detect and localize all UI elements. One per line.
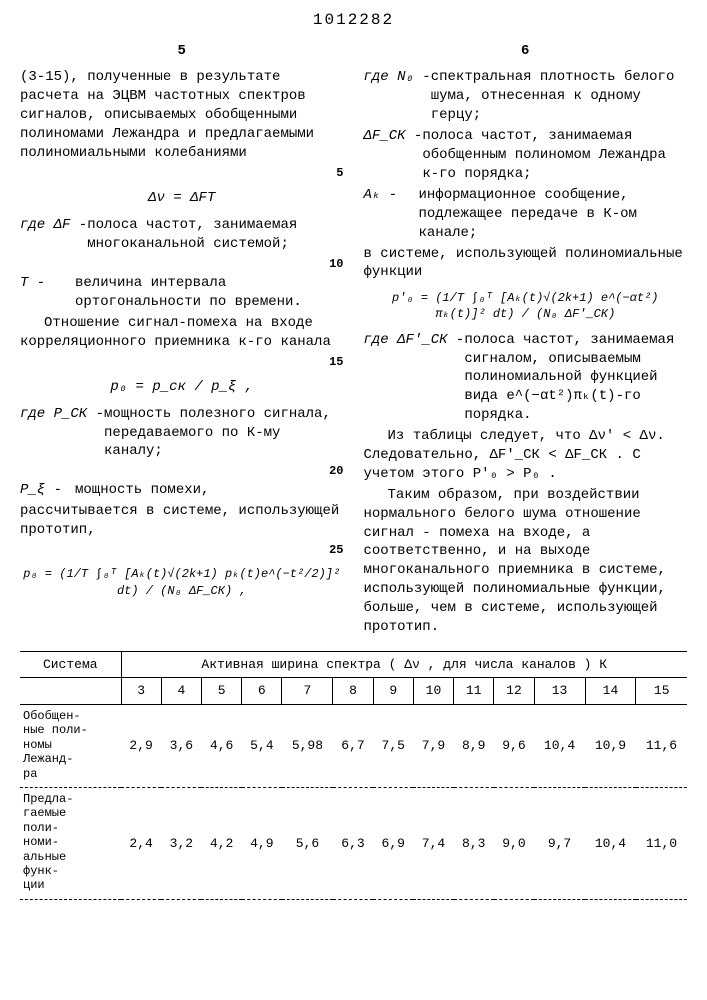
def-txt-pe: мощность помехи, bbox=[75, 481, 344, 500]
r1c4: 3,6 bbox=[161, 705, 201, 788]
col-9: 9 bbox=[373, 678, 413, 705]
col-11: 11 bbox=[454, 678, 494, 705]
left-column: 5 (3-15), полученные в результате расчет… bbox=[20, 42, 344, 639]
def-txt-ak: информационное сообщение, подлежащее пер… bbox=[419, 186, 688, 243]
col-13: 13 bbox=[534, 678, 585, 705]
r2c3: 2,4 bbox=[121, 787, 161, 899]
def-sym-t: T - bbox=[20, 274, 75, 312]
para-r1: в системе, использующей полиномиальные ф… bbox=[364, 245, 688, 283]
r2c14: 10,4 bbox=[585, 787, 636, 899]
r1c15: 11,6 bbox=[636, 705, 687, 788]
r1c6: 5,4 bbox=[242, 705, 282, 788]
def-sym-dfck2: где ΔF'_СК - bbox=[364, 331, 465, 425]
def-txt-pck: мощность полезного сигнала, передаваемог… bbox=[104, 405, 343, 462]
def-sym-pe: P_ξ - bbox=[20, 481, 75, 500]
r2c11: 8,3 bbox=[454, 787, 494, 899]
def-txt-dfck2: полоса частот, занимаемая сигналом, опис… bbox=[464, 331, 687, 425]
def-txt-n0: спектральная плотность белого шума, отне… bbox=[431, 68, 687, 125]
def-t: T - величина интервала ортогональности п… bbox=[20, 274, 344, 312]
r1c9: 7,5 bbox=[373, 705, 413, 788]
col-8: 8 bbox=[333, 678, 373, 705]
col-6: 6 bbox=[242, 678, 282, 705]
r1c11: 8,9 bbox=[454, 705, 494, 788]
line-number-20: 20 bbox=[20, 463, 344, 479]
r2c4: 3,2 bbox=[161, 787, 201, 899]
page-number-right: 6 bbox=[364, 42, 688, 61]
comparison-table: Система Активная ширина спектра ( Δν , д… bbox=[20, 651, 687, 900]
r1c3: 2,9 bbox=[121, 705, 161, 788]
formula-po-full: p₀ = (1/T ∫₀ᵀ [Aₖ(t)√(2k+1) pₖ(t)e^(−t²/… bbox=[20, 566, 344, 598]
formula-po-prime: p'₀ = (1/T ∫₀ᵀ [Aₖ(t)√(2k+1) e^(−αt²) πₖ… bbox=[364, 290, 688, 322]
def-txt-t: величина интервала ортогональности по вр… bbox=[75, 274, 344, 312]
two-column-layout: 5 (3-15), полученные в результате расчет… bbox=[20, 42, 687, 639]
row1-label: Обобщен-ные поли-номыЛежанд-ра bbox=[20, 705, 121, 788]
para-r2: Из таблицы следует, что Δν' < Δν. Следов… bbox=[364, 427, 688, 484]
formula-dv-dft: Δν = ΔFT bbox=[20, 189, 344, 208]
header-system: Система bbox=[20, 651, 121, 678]
right-column: 6 где N₀ - спектральная плотность белого… bbox=[364, 42, 688, 639]
r1c13: 10,4 bbox=[534, 705, 585, 788]
def-dfck2: где ΔF'_СК - полоса частот, занимаемая с… bbox=[364, 331, 688, 425]
col-12: 12 bbox=[494, 678, 534, 705]
def-txt-df: полоса частот, занимаемая многоканальной… bbox=[87, 216, 343, 254]
def-sym-dfck: ΔF_СК - bbox=[364, 127, 423, 184]
line-number-15: 15 bbox=[20, 354, 344, 370]
def-dfck: ΔF_СК - полоса частот, занимаемая обобще… bbox=[364, 127, 688, 184]
table-row-legendre: Обобщен-ные поли-номыЛежанд-ра 2,9 3,6 4… bbox=[20, 705, 687, 788]
para-l3: рассчитывается в системе, использующей п… bbox=[20, 502, 344, 540]
document-number: 1012282 bbox=[20, 10, 687, 32]
para-l2: Отношение сигнал-помеха на входе корреля… bbox=[20, 314, 344, 352]
col-15: 15 bbox=[636, 678, 687, 705]
r2c7: 5,6 bbox=[282, 787, 333, 899]
line-number-5: 5 bbox=[20, 165, 344, 181]
r2c13: 9,7 bbox=[534, 787, 585, 899]
def-sym-df: где ΔF - bbox=[20, 216, 87, 254]
def-txt-dfck: полоса частот, занимаемая обобщенным пол… bbox=[422, 127, 687, 184]
header-spectrum: Активная ширина спектра ( Δν , для числа… bbox=[121, 651, 687, 678]
r1c12: 9,6 bbox=[494, 705, 534, 788]
line-number-10: 10 bbox=[20, 256, 344, 272]
r2c6: 4,9 bbox=[242, 787, 282, 899]
col-14: 14 bbox=[585, 678, 636, 705]
col-5: 5 bbox=[201, 678, 241, 705]
def-n0: где N₀ - спектральная плотность белого ш… bbox=[364, 68, 688, 125]
r2c12: 9,0 bbox=[494, 787, 534, 899]
r2c10: 7,4 bbox=[413, 787, 453, 899]
def-sym-n0: где N₀ - bbox=[364, 68, 431, 125]
col-4: 4 bbox=[161, 678, 201, 705]
page-number-left: 5 bbox=[20, 42, 344, 61]
row2-label: Предла-гаемыеполи-номи-альныефунк-ции bbox=[20, 787, 121, 899]
def-pck: где P_СК - мощность полезного сигнала, п… bbox=[20, 405, 344, 462]
col-7: 7 bbox=[282, 678, 333, 705]
table-cols-row: 3 4 5 6 7 8 9 10 11 12 13 14 15 bbox=[20, 678, 687, 705]
r2c9: 6,9 bbox=[373, 787, 413, 899]
table-header-row: Система Активная ширина спектра ( Δν , д… bbox=[20, 651, 687, 678]
r1c10: 7,9 bbox=[413, 705, 453, 788]
r1c5: 4,6 bbox=[201, 705, 241, 788]
r1c8: 6,7 bbox=[333, 705, 373, 788]
para-r3: Таким образом, при воздействии нормально… bbox=[364, 486, 688, 637]
def-pe: P_ξ - мощность помехи, bbox=[20, 481, 344, 500]
line-number-25: 25 bbox=[20, 542, 344, 558]
r1c14: 10,9 bbox=[585, 705, 636, 788]
def-sym-pck: где P_СК - bbox=[20, 405, 104, 462]
r2c8: 6,3 bbox=[333, 787, 373, 899]
def-delta-f: где ΔF - полоса частот, занимаемая много… bbox=[20, 216, 344, 254]
formula-po: p₀ = p_ск / p_ξ , bbox=[20, 378, 344, 397]
def-ak: Aₖ - информационное сообщение, подлежаще… bbox=[364, 186, 688, 243]
def-sym-ak: Aₖ - bbox=[364, 186, 419, 243]
col-10: 10 bbox=[413, 678, 453, 705]
col-3: 3 bbox=[121, 678, 161, 705]
r1c7: 5,98 bbox=[282, 705, 333, 788]
table-row-proposed: Предла-гаемыеполи-номи-альныефунк-ции 2,… bbox=[20, 787, 687, 899]
para-l1: (3-15), полученные в результате расчета … bbox=[20, 68, 344, 162]
r2c5: 4,2 bbox=[201, 787, 241, 899]
r2c15: 11,0 bbox=[636, 787, 687, 899]
